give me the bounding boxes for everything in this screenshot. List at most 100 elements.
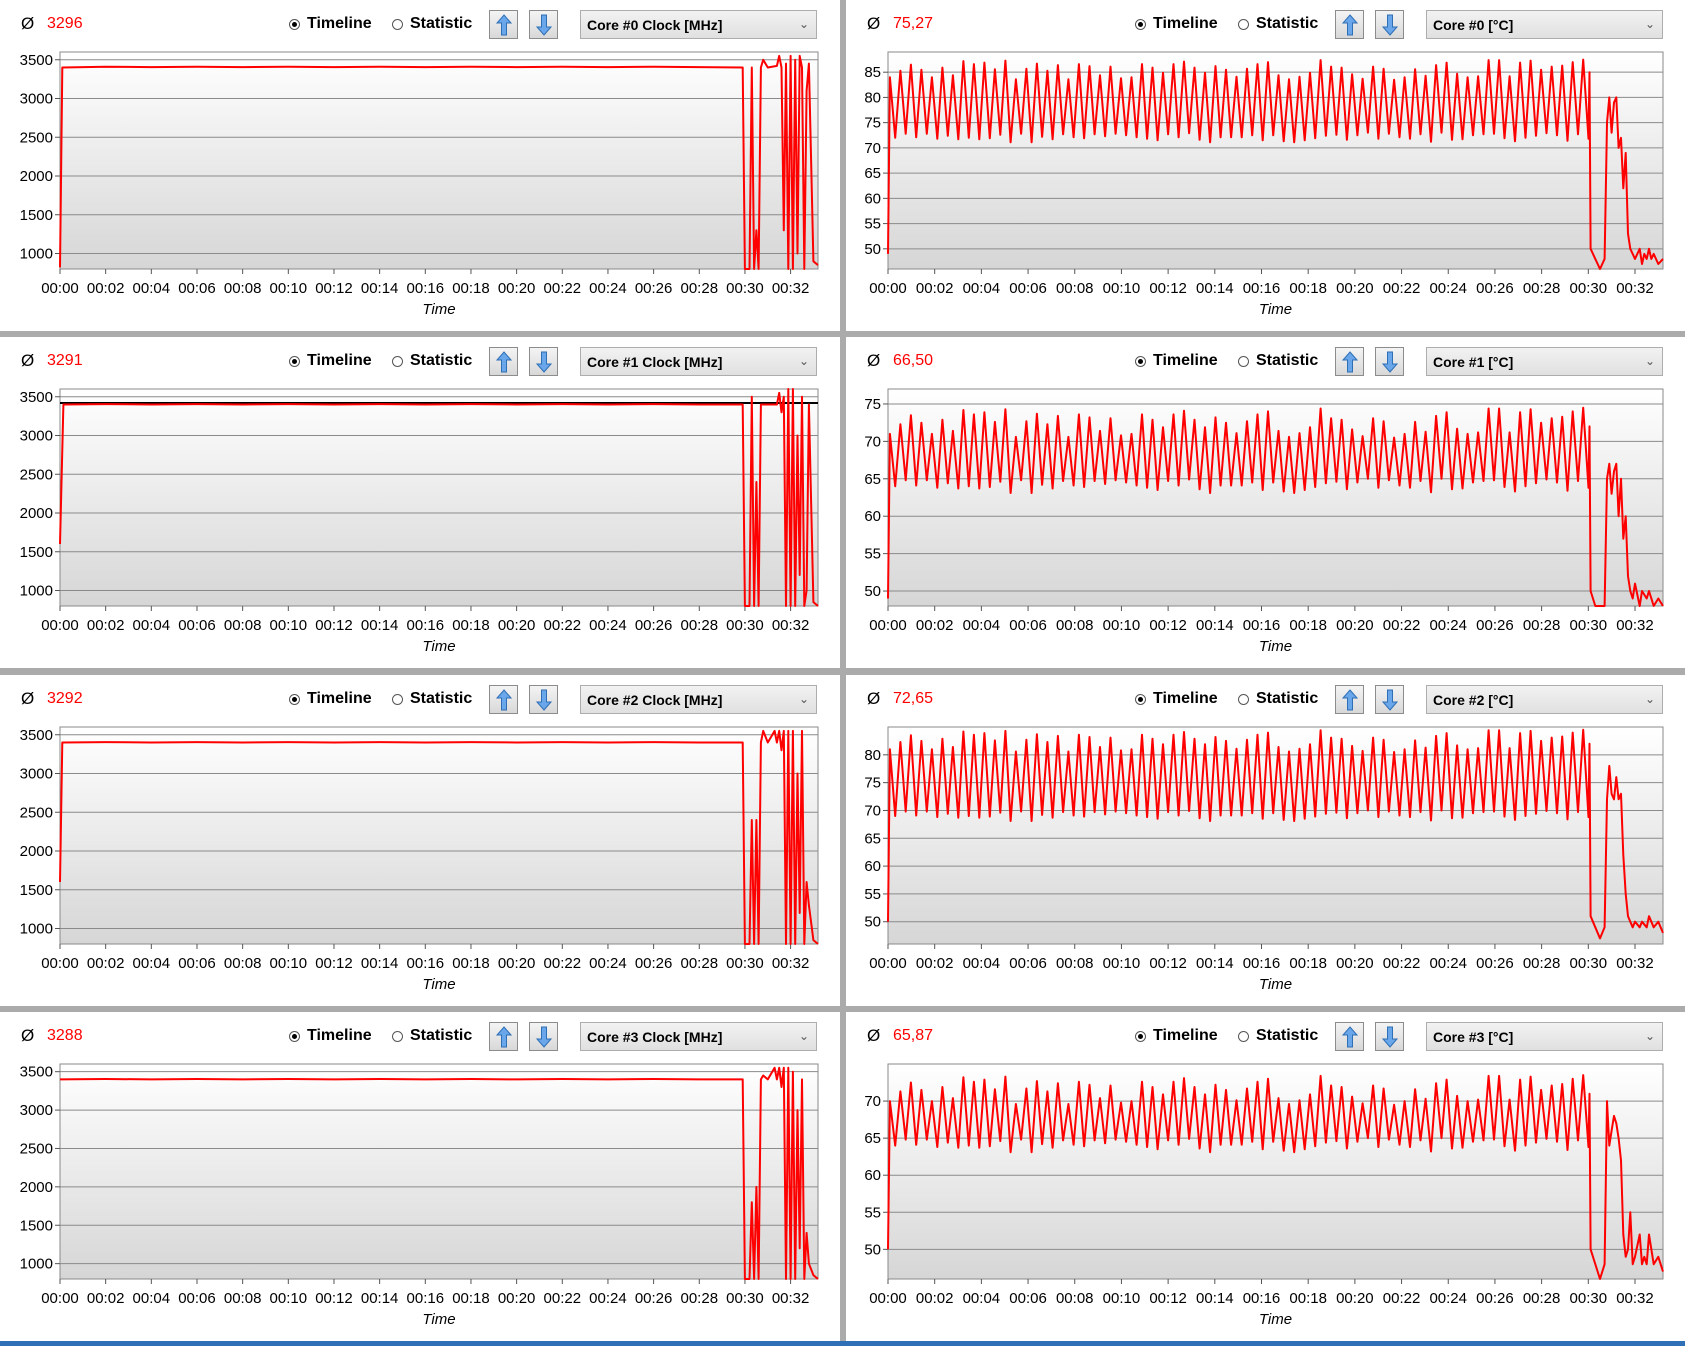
move-down-button[interactable]	[529, 347, 558, 376]
timeline-radio[interactable]: Timeline	[289, 690, 372, 708]
timeline-radio[interactable]: Timeline	[1135, 1027, 1218, 1045]
series-line	[59, 388, 819, 607]
statistic-radio[interactable]: Statistic	[392, 352, 472, 370]
statistic-radio[interactable]: Statistic	[1238, 352, 1318, 370]
move-down-button[interactable]	[1375, 10, 1404, 39]
timeline-radio-dot[interactable]	[1135, 1030, 1146, 1042]
x-tick-label: 00:00	[41, 280, 79, 297]
y-tick-label: 3500	[20, 727, 53, 744]
x-tick-label: 00:22	[544, 280, 582, 297]
sensor-select[interactable]: Core #3 Clock [MHz] ⌄	[580, 1022, 817, 1051]
x-tick-label: 00:32	[772, 1290, 810, 1307]
move-up-button[interactable]	[1335, 347, 1364, 376]
statistic-radio-label: Statistic	[1256, 352, 1319, 369]
graph-panel: Ø 3291 Timeline Statistic Core #1 Clock [MHz…	[0, 337, 840, 668]
sensor-select[interactable]: Core #2 [°C] ⌄	[1426, 685, 1663, 714]
average-value: 72,65	[893, 690, 934, 707]
statistic-radio-dot[interactable]	[392, 693, 403, 705]
x-tick-label: 00:30	[726, 955, 764, 972]
timeline-radio[interactable]: Timeline	[1135, 15, 1218, 33]
x-axis-label: Time	[422, 1311, 455, 1328]
timeline-radio-dot[interactable]	[289, 1030, 300, 1042]
x-tick-label: 00:26	[1476, 955, 1514, 972]
timeline-radio-dot[interactable]	[289, 18, 300, 30]
move-up-button[interactable]	[489, 685, 518, 714]
x-tick-label: 00:22	[1383, 280, 1421, 297]
statistic-radio[interactable]: Statistic	[1238, 1027, 1318, 1045]
y-tick-label: 2000	[20, 843, 53, 860]
series-line	[887, 1074, 1664, 1280]
statistic-radio-dot[interactable]	[392, 355, 403, 367]
x-tick-label: 00:32	[1616, 280, 1654, 297]
statistic-radio-dot[interactable]	[392, 1030, 403, 1042]
move-up-button[interactable]	[489, 10, 518, 39]
x-tick-label: 00:20	[498, 617, 536, 634]
x-tick-label: 00:24	[1429, 1290, 1467, 1307]
y-tick-label: 60	[864, 190, 881, 207]
y-tick-label: 3500	[20, 52, 53, 69]
statistic-radio-dot[interactable]	[1238, 1030, 1249, 1042]
statistic-radio[interactable]: Statistic	[1238, 690, 1318, 708]
line-chart: 50 55 60 65 70 00:00 00:02 00:04 00:06 00:08 00:10…	[864, 1063, 1664, 1328]
x-tick-label: 00:08	[224, 280, 262, 297]
sensor-select-value: Core #0 Clock [MHz]	[587, 17, 723, 33]
sensor-select[interactable]: Core #0 [°C] ⌄	[1426, 10, 1663, 39]
timeline-radio-dot[interactable]	[289, 693, 300, 705]
sensor-select-value: Core #1 [°C]	[1433, 354, 1514, 370]
x-tick-label: 00:10	[1103, 280, 1141, 297]
statistic-radio[interactable]: Statistic	[392, 15, 472, 33]
timeline-radio[interactable]: Timeline	[289, 352, 372, 370]
statistic-radio-dot[interactable]	[392, 18, 403, 30]
move-down-button[interactable]	[529, 10, 558, 39]
sensor-select[interactable]: Core #1 [°C] ⌄	[1426, 347, 1663, 376]
move-up-button[interactable]	[1335, 1022, 1364, 1051]
move-up-button[interactable]	[489, 347, 518, 376]
x-tick-label: 00:06	[178, 617, 216, 634]
move-down-button[interactable]	[529, 685, 558, 714]
x-tick-label: 00:04	[133, 1290, 171, 1307]
sensor-select[interactable]: Core #0 Clock [MHz] ⌄	[580, 10, 817, 39]
statistic-radio-dot[interactable]	[1238, 693, 1249, 705]
arrow-down-icon	[535, 689, 552, 711]
move-down-button[interactable]	[1375, 1022, 1404, 1051]
move-down-button[interactable]	[529, 1022, 558, 1051]
x-tick-label: 00:30	[726, 617, 764, 634]
arrow-down-icon	[1381, 351, 1398, 373]
x-tick-label: 00:10	[270, 280, 308, 297]
timeline-radio[interactable]: Timeline	[1135, 690, 1218, 708]
timeline-radio[interactable]: Timeline	[289, 1027, 372, 1045]
statistic-radio-dot[interactable]	[1238, 355, 1249, 367]
x-tick-label: 00:28	[1523, 955, 1561, 972]
statistic-radio-dot[interactable]	[1238, 18, 1249, 30]
average-symbol: Ø	[21, 1026, 35, 1045]
x-tick-label: 00:04	[963, 955, 1001, 972]
move-down-button[interactable]	[1375, 347, 1404, 376]
sensor-select[interactable]: Core #3 [°C] ⌄	[1426, 1022, 1663, 1051]
move-down-button[interactable]	[1375, 685, 1404, 714]
x-tick-label: 00:24	[1429, 280, 1467, 297]
move-up-button[interactable]	[489, 1022, 518, 1051]
x-tick-label: 00:06	[1009, 955, 1047, 972]
timeline-radio-dot[interactable]	[1135, 18, 1146, 30]
statistic-radio[interactable]: Statistic	[392, 690, 472, 708]
statistic-radio[interactable]: Statistic	[392, 1027, 472, 1045]
move-up-button[interactable]	[1335, 10, 1364, 39]
timeline-radio-dot[interactable]	[1135, 693, 1146, 705]
statistic-radio[interactable]: Statistic	[1238, 15, 1318, 33]
x-tick-label: 00:16	[1243, 280, 1281, 297]
x-tick-label: 00:28	[681, 955, 719, 972]
x-tick-label: 00:18	[1289, 617, 1327, 634]
sensor-select[interactable]: Core #2 Clock [MHz] ⌄	[580, 685, 817, 714]
timeline-radio[interactable]: Timeline	[289, 15, 372, 33]
average-value: 3291	[47, 352, 83, 369]
sensor-select[interactable]: Core #1 Clock [MHz] ⌄	[580, 347, 817, 376]
x-tick-label: 00:20	[498, 280, 536, 297]
timeline-radio-dot[interactable]	[289, 355, 300, 367]
x-tick-label: 00:28	[681, 617, 719, 634]
average-symbol: Ø	[21, 351, 35, 370]
timeline-radio[interactable]: Timeline	[1135, 352, 1218, 370]
move-up-button[interactable]	[1335, 685, 1364, 714]
timeline-radio-dot[interactable]	[1135, 355, 1146, 367]
graph-panel: Ø 75,27 Timeline Statistic Core #0 [°C] ⌄ 50 55…	[846, 0, 1685, 331]
x-tick-label: 00:02	[916, 280, 954, 297]
